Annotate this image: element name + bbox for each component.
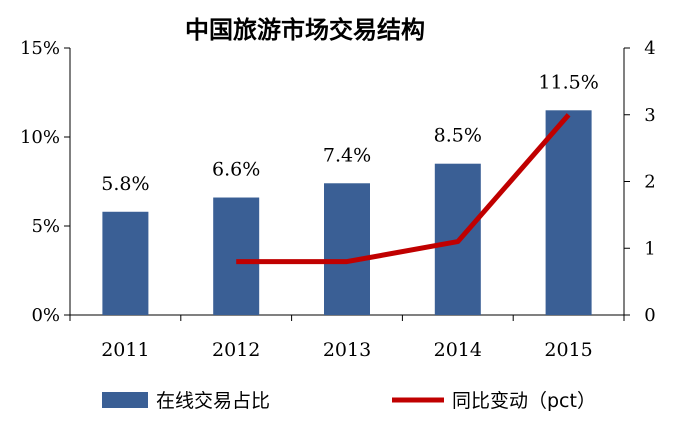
left-axis-tick-label: 0% <box>31 305 60 326</box>
bar-data-label: 5.8% <box>101 173 149 195</box>
legend: 在线交易占比 同比变动（pct） <box>102 390 596 412</box>
bar-data-label: 8.5% <box>434 125 482 147</box>
legend-label-bar: 在线交易占比 <box>156 390 270 412</box>
bar-2013 <box>324 183 370 315</box>
x-axis-category-label: 2011 <box>101 339 149 361</box>
chart-title: 中国旅游市场交易结构 <box>185 16 425 44</box>
bar-2012 <box>213 197 260 315</box>
legend-swatch-bar <box>102 392 148 408</box>
right-axis-tick-label: 0 <box>644 305 655 326</box>
left-axis-tick-label: 15% <box>20 38 60 59</box>
bar-data-label: 7.4% <box>323 144 371 166</box>
right-axis-tick-label: 2 <box>644 172 655 193</box>
bar-data-label: 11.5% <box>538 71 598 93</box>
bar-data-label: 6.6% <box>212 159 260 181</box>
plot-area: 0% 5% 10% 15% 0 1 2 3 4 2011 2012 2013 2014 2015 5.8% 6… <box>20 38 656 361</box>
x-axis-category-label: 2012 <box>212 339 260 361</box>
line-series-pct <box>236 113 571 265</box>
x-axis-category-label: 2013 <box>323 339 371 361</box>
left-axis-tick-label: 5% <box>31 216 60 237</box>
x-axis-category-label: 2014 <box>434 339 482 361</box>
bar-2011 <box>102 211 149 315</box>
right-axis-tick-label: 1 <box>644 238 655 259</box>
x-axis-category-label: 2015 <box>544 339 592 361</box>
legend-label-line: 同比变动（pct） <box>452 390 596 412</box>
right-axis-tick-label: 3 <box>644 105 655 126</box>
right-axis-tick-label: 4 <box>644 38 655 59</box>
bar-2015 <box>545 110 592 315</box>
left-axis-tick-label: 10% <box>20 127 60 148</box>
